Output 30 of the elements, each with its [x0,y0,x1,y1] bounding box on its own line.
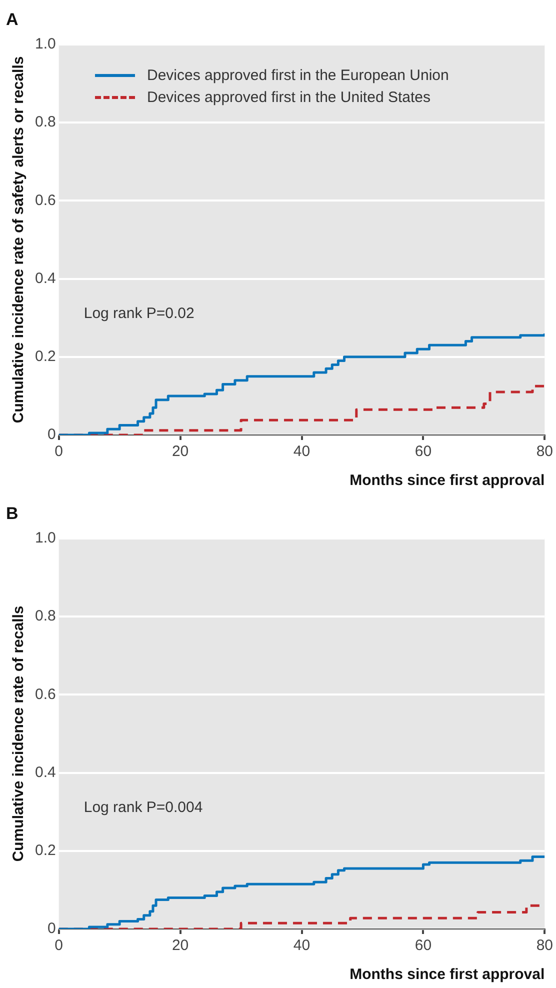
x-tick-label: 20 [172,443,189,460]
chart-title: B [6,504,18,523]
x-axis-title: Months since first approval [350,966,545,984]
x-tick-label: 40 [293,443,310,460]
x-tick-label: 80 [536,443,553,460]
y-tick-label: 0.8 [34,608,56,625]
x-tick-label: 80 [536,937,553,954]
x-tick-label: 20 [172,937,189,954]
y-axis-title: Cumulative incidence rate of recalls [10,606,28,862]
y-tick-label: 0.4 [34,764,56,781]
y-tick-label: 0.2 [34,348,56,366]
y-tick-label: 0.6 [34,686,56,703]
y-tick-label: 0.2 [34,842,56,860]
annotation: Log rank P=0.004 [84,799,203,816]
annotation: Log rank P=0.02 [84,305,194,322]
x-tick-label: 40 [293,937,310,954]
y-tick-label: 0.6 [34,192,56,209]
legend-label: Devices approved first in the European Union [147,66,449,84]
y-tick-label: 0.4 [34,270,56,287]
y-tick-label: 0 [48,426,56,444]
chart-title: A [6,10,18,29]
y-tick-label: 1.0 [34,530,56,547]
x-axis-title: Months since first approval [350,472,545,490]
y-tick-label: 1.0 [34,36,56,53]
x-tick-label: 60 [414,937,432,954]
y-axis-title: Cumulative incidence rate of safety alerts or recalls [10,56,28,424]
x-tick-label: 60 [414,443,432,460]
y-tick-label: 0 [48,920,56,938]
legend-label: Devices approved first in the United States [147,88,430,106]
y-tick-label: 0.8 [34,114,56,131]
